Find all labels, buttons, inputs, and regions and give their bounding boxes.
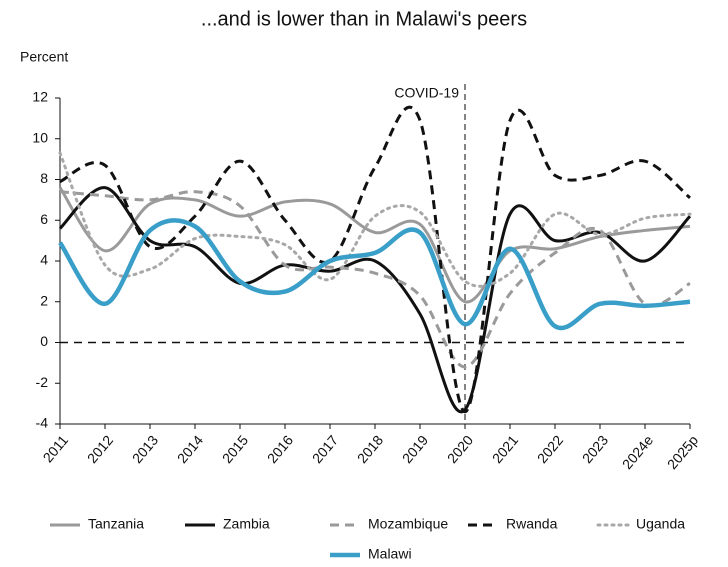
x-tick-label: 2019 [399,432,431,466]
x-tick-label: 2012 [84,432,116,466]
y-tick-label: 10 [32,129,48,145]
series-line [58,151,692,288]
y-tick-label: 0 [40,333,48,349]
x-tick-label: 2017 [309,432,341,466]
series-line [58,186,692,414]
x-tick-label: 2014 [174,432,206,466]
y-tick-label: 6 [40,211,48,227]
legend-label: Zambia [223,516,270,532]
y-tick-label: 4 [40,252,48,268]
series-line [59,105,691,414]
chart-title: ...and is lower than in Malawi's peers [201,8,527,30]
y-tick-label: 2 [40,292,48,308]
x-tick-label: 2020 [444,432,476,466]
x-tick-label: 2015 [219,432,251,466]
y-axis-label: Percent [20,49,68,65]
y-tick-label: 12 [32,89,48,105]
legend-label: Malawi [368,546,412,562]
y-tick-label: 8 [40,170,48,186]
x-tick-label: 2022 [534,432,566,466]
series-line [58,186,691,304]
y-tick-label: -4 [36,415,49,431]
annotation-label: COVID-19 [394,85,459,101]
series-line [59,190,691,369]
legend-label: Uganda [636,516,685,532]
x-tick-label: 2013 [129,432,161,466]
x-tick-label: 2023 [579,432,611,466]
legend-label: Mozambique [368,516,448,532]
x-tick-label: 2016 [264,432,296,466]
legend-label: Rwanda [506,516,558,532]
y-tick-label: -2 [36,374,49,390]
series-line [58,218,691,331]
x-tick-label: 2018 [354,432,386,466]
legend-label: Tanzania [88,516,144,532]
x-tick-label: 2021 [489,432,521,466]
x-tick-label: 2024e [619,432,656,472]
x-tick-label: 2025p [664,432,701,472]
x-tick-label: 2011 [40,432,72,466]
